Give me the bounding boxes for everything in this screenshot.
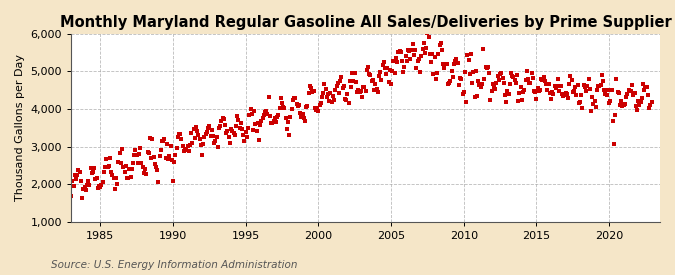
Text: Source: U.S. Energy Information Administration: Source: U.S. Energy Information Administ… <box>51 260 297 270</box>
Title: Monthly Maryland Regular Gasoline All Sales/Deliveries by Prime Supplier: Monthly Maryland Regular Gasoline All Sa… <box>59 15 672 30</box>
Y-axis label: Thousand Gallons per Day: Thousand Gallons per Day <box>15 54 25 201</box>
